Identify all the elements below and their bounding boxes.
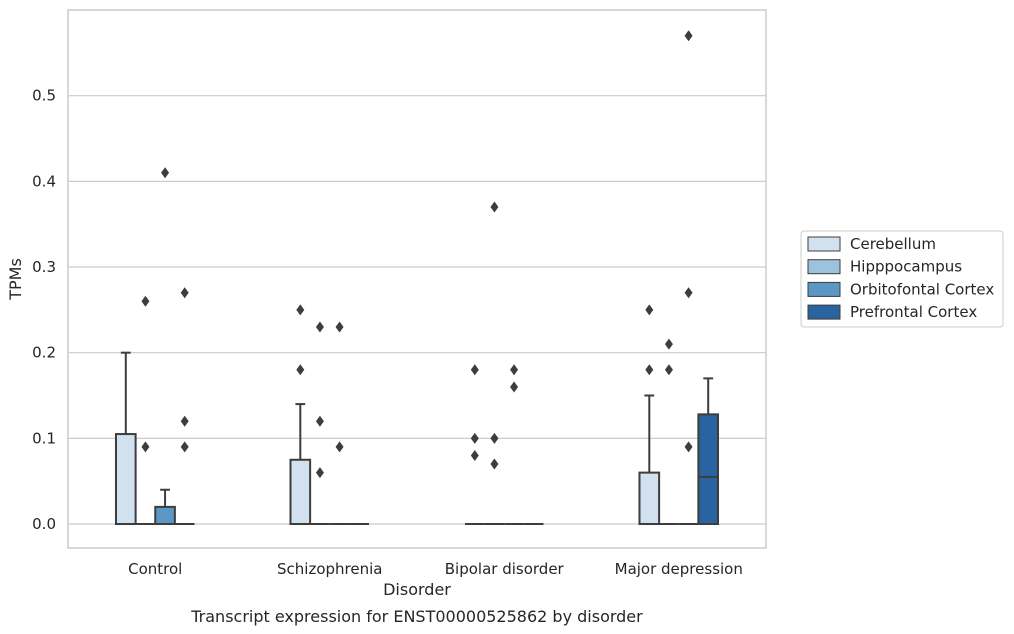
- outlier-point: [684, 441, 693, 453]
- box-0-2: [464, 364, 485, 526]
- box-0-1: [289, 304, 312, 526]
- y-tick-label: 0.0: [32, 515, 56, 533]
- outlier-point: [645, 304, 654, 316]
- chart-caption: Transcript expression for ENST0000052586…: [190, 607, 643, 626]
- y-tick-label: 0.1: [32, 429, 56, 447]
- box-plots: [114, 30, 720, 526]
- legend-swatch: [807, 281, 841, 297]
- box-1-2: [484, 201, 505, 526]
- y-tick-label: 0.4: [32, 172, 56, 190]
- legend-swatch: [807, 304, 841, 320]
- legend-swatch: [807, 259, 841, 275]
- box-rect: [289, 458, 312, 526]
- box-rect: [638, 471, 661, 526]
- legend-label: Prefrontal Cortex: [850, 303, 977, 321]
- outlier-point: [296, 304, 305, 316]
- box-0-0: [114, 351, 137, 526]
- box-2-3: [678, 30, 699, 526]
- x-axis-title: Disorder: [383, 580, 451, 599]
- outlier-point: [141, 441, 150, 453]
- box-2-0: [154, 167, 176, 526]
- outlier-point: [645, 364, 654, 376]
- outlier-point: [180, 441, 189, 453]
- outlier-point: [315, 321, 324, 333]
- plot-area: [67, 9, 767, 549]
- box-0-3: [638, 304, 661, 526]
- outlier-point: [490, 458, 499, 470]
- x-tick-label: Bipolar disorder: [445, 560, 565, 578]
- outlier-point: [684, 30, 693, 42]
- box-1-1: [310, 321, 330, 526]
- outlier-point: [161, 167, 170, 179]
- outlier-point: [180, 287, 189, 299]
- outlier-point: [664, 364, 673, 376]
- legend-label: Cerebellum: [850, 235, 936, 253]
- x-tick-label: Schizophrenia: [277, 560, 382, 578]
- outlier-point: [470, 364, 479, 376]
- legend-label: Hipppocampus: [850, 258, 962, 276]
- outlier-point: [490, 201, 499, 213]
- outlier-point: [470, 449, 479, 461]
- y-tick-label: 0.3: [32, 258, 56, 276]
- box-2-2: [504, 364, 524, 526]
- legend-frame: [800, 230, 1004, 328]
- x-tick-label: Control: [128, 560, 182, 578]
- outlier-point: [510, 364, 519, 376]
- x-tick-labels: Control Schizophrenia Bipolar disorder Majo…: [128, 560, 743, 578]
- y-tick-label: 0.5: [32, 87, 56, 105]
- outlier-point: [141, 295, 150, 307]
- box-3-0: [174, 287, 195, 526]
- outlier-point: [180, 415, 189, 427]
- box-2-1: [329, 321, 350, 526]
- y-axis-title: TPMs: [6, 258, 25, 301]
- outlier-point: [315, 415, 324, 427]
- x-tick-label: Major depression: [615, 560, 743, 578]
- y-tick-labels: 0.0 0.1 0.2 0.3 0.4 0.5: [32, 87, 56, 533]
- legend-swatch: [807, 236, 841, 252]
- outlier-point: [335, 441, 344, 453]
- legend: Cerebellum Hipppocampus Orbitofontal Corte…: [800, 230, 1004, 328]
- outlier-point: [490, 432, 499, 444]
- box-rect: [154, 505, 176, 526]
- outlier-point: [315, 467, 324, 479]
- outlier-point: [664, 338, 673, 350]
- box-1-3: [659, 338, 679, 526]
- outlier-point: [296, 364, 305, 376]
- box-1-0: [135, 295, 156, 526]
- box-rect: [697, 413, 720, 526]
- box-3-3: [697, 377, 720, 526]
- outlier-point: [684, 287, 693, 299]
- outlier-point: [470, 432, 479, 444]
- box-rect: [114, 433, 137, 526]
- outlier-point: [510, 381, 519, 393]
- y-tick-label: 0.2: [32, 344, 56, 362]
- outlier-point: [335, 321, 344, 333]
- legend-label: Orbitofontal Cortex: [850, 280, 994, 298]
